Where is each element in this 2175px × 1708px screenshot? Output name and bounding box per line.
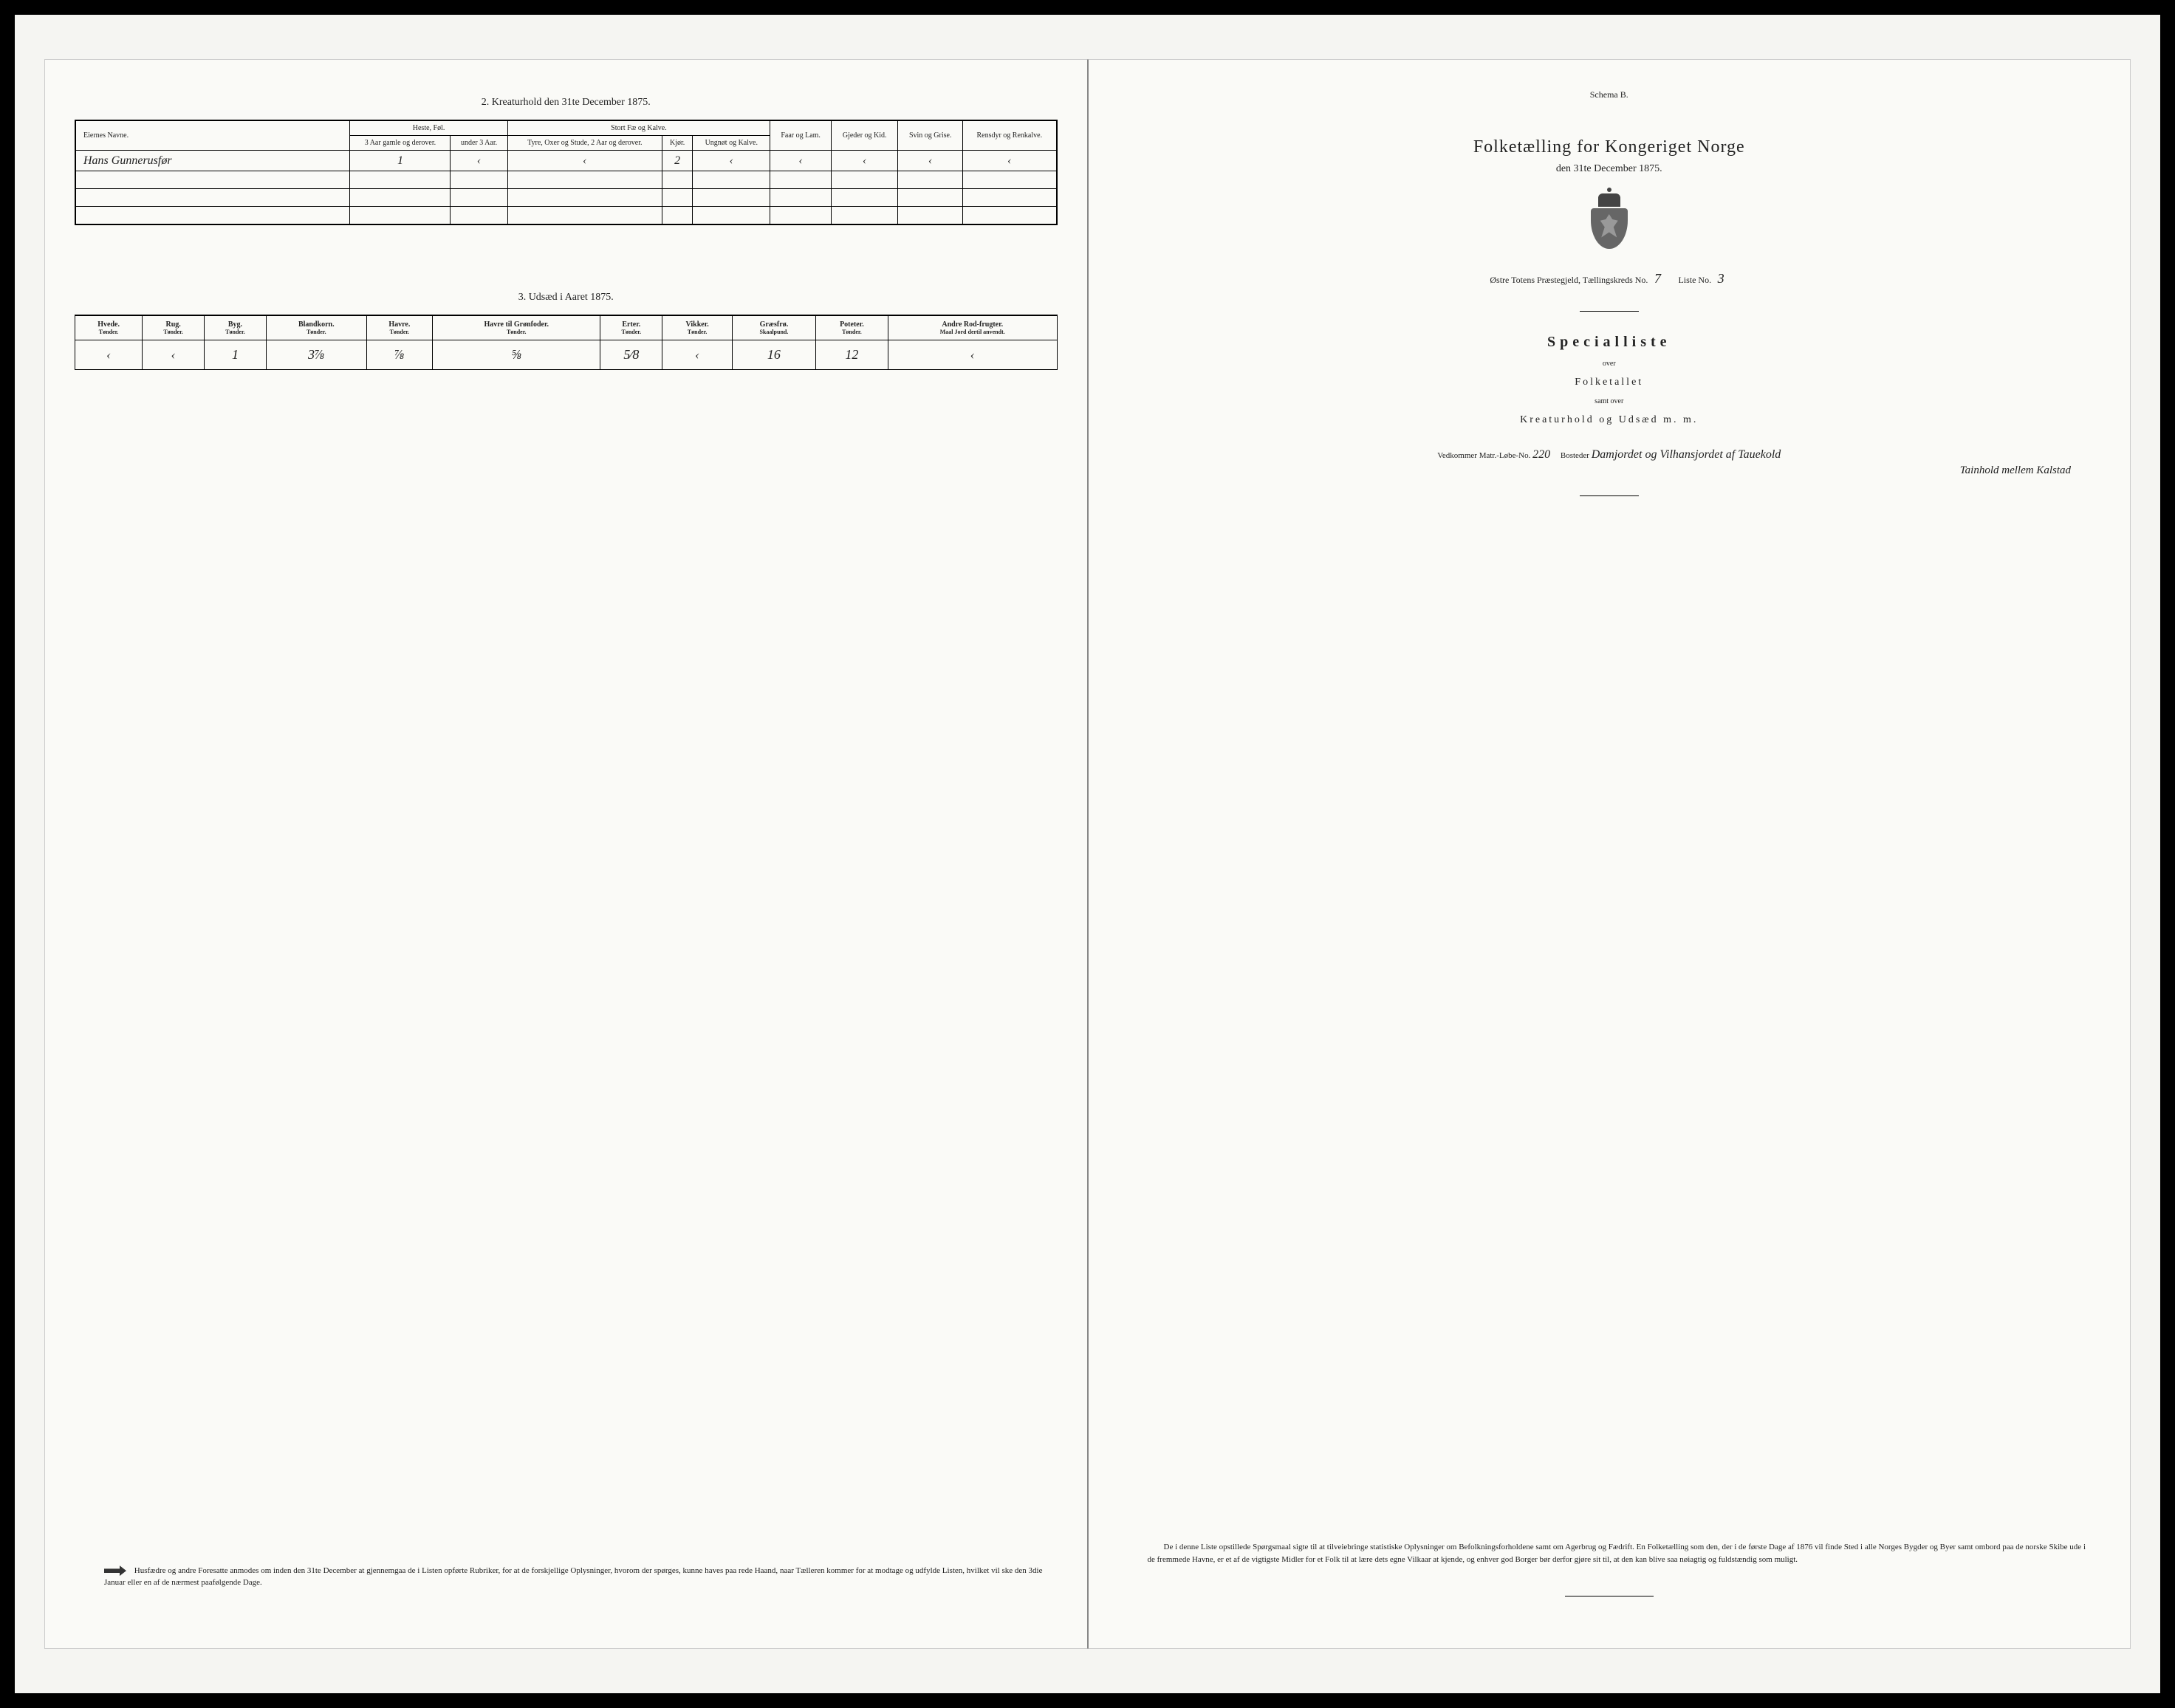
table-row: [75, 207, 1057, 224]
livestock-table: Eiernes Navne. Heste, Føl. Stort Fæ og K…: [75, 120, 1058, 225]
th-seed: Andre Rod-frugter.: [888, 315, 1057, 329]
cell-seed: ⅝: [433, 340, 600, 369]
pointing-hand-icon: [104, 1565, 126, 1576]
liste-no: 3: [1713, 271, 1728, 287]
cell-c3: ‹: [693, 151, 770, 171]
kreatur-label: Kreaturhold og Udsæd m. m.: [1118, 414, 2101, 426]
main-title: Folketælling for Kongeriget Norge: [1118, 137, 2101, 157]
kreds-no: 7: [1650, 271, 1665, 287]
cell-pig: ‹: [898, 151, 963, 171]
th-seed: Hvede.: [75, 315, 143, 329]
th-c1: Tyre, Oxer og Stude, 2 Aar og derover.: [507, 136, 662, 151]
section2-title: 2. Kreaturhold den 31te December 1875.: [75, 97, 1058, 109]
cell-seed: ‹: [143, 340, 205, 369]
th-seed: Græsfrø.: [732, 315, 815, 329]
th-cattle: Stort Fæ og Kalve.: [507, 120, 770, 136]
th-unit: Tønder.: [143, 329, 205, 340]
vedkommer-line: Vedkommer Matr.-Løbe-No. 220 Bosteder Da…: [1118, 448, 2101, 462]
th-seed: Vikker.: [662, 315, 733, 329]
left-footnote: Husfædre og andre Foresatte anmodes om i…: [104, 1565, 1043, 1589]
seed-unit-row: Tønder. Tønder. Tønder. Tønder. Tønder. …: [75, 329, 1058, 340]
section3-title: 3. Udsæd i Aaret 1875.: [75, 292, 1058, 303]
liste-label: Liste No.: [1678, 275, 1711, 285]
cell-goat: ‹: [832, 151, 898, 171]
th-h2: under 3 Aar.: [451, 136, 507, 151]
cell-seed: ⅞: [366, 340, 432, 369]
scan-frame: 2. Kreaturhold den 31te December 1875. E…: [15, 15, 2160, 1693]
th-owner: Eiernes Navne.: [75, 120, 350, 151]
th-pig: Svin og Grise.: [898, 120, 963, 151]
cell-h2: ‹: [451, 151, 507, 171]
cell-seed: 12: [815, 340, 888, 369]
cell-seed: 16: [732, 340, 815, 369]
th-seed: Poteter.: [815, 315, 888, 329]
th-h1: 3 Aar gamle og derover.: [350, 136, 451, 151]
cell-seed: 5⁄8: [600, 340, 662, 369]
th-rein: Rensdyr og Renkalve.: [963, 120, 1057, 151]
subtitle-date: den 31te December 1875.: [1118, 163, 2101, 175]
divider: [1580, 495, 1639, 496]
special-title: Specialliste: [1118, 334, 2101, 351]
th-unit: Tønder.: [600, 329, 662, 340]
th-goat: Gjeder og Kid.: [832, 120, 898, 151]
th-unit: Tønder.: [75, 329, 143, 340]
th-unit: Tønder.: [266, 329, 366, 340]
bosted-hw-line2: Tainhold mellem Kalstad: [1118, 464, 2101, 477]
over-label: over: [1118, 360, 2101, 368]
th-unit: Maal Jord dertil anvendt.: [888, 329, 1057, 340]
parish-line: Østre Totens Præstegjeld, Tællingskreds …: [1118, 271, 2101, 292]
bosted-hw: Damjordet og Vilhansjordet af Tauekold: [1592, 448, 1781, 461]
coat-of-arms-icon: [1587, 193, 1631, 253]
th-c2: Kjør.: [662, 136, 692, 151]
folketallet-label: Folketallet: [1118, 377, 2101, 388]
cell-h1: 1: [350, 151, 451, 171]
th-unit: Skaalpund.: [732, 329, 815, 340]
table-row: [75, 189, 1057, 207]
th-c3: Ungnøt og Kalve.: [693, 136, 770, 151]
th-unit: Tønder.: [433, 329, 600, 340]
th-seed: Blandkorn.: [266, 315, 366, 329]
th-seed: Byg.: [205, 315, 267, 329]
th-seed: Erter.: [600, 315, 662, 329]
seed-table: Hvede. Rug. Byg. Blandkorn. Havre. Havre…: [75, 315, 1058, 370]
cell-seed: ‹: [888, 340, 1057, 369]
schema-label: Schema B.: [1118, 89, 2101, 100]
th-unit: Tønder.: [205, 329, 267, 340]
th-horses: Heste, Føl.: [350, 120, 507, 136]
th-seed: Havre.: [366, 315, 432, 329]
table-row: Hans Gunnerusfør 1 ‹ ‹ 2 ‹ ‹ ‹ ‹ ‹: [75, 151, 1057, 171]
right-footnote: De i denne Liste opstillede Spørgsmaal s…: [1148, 1541, 2086, 1567]
cell-seed: ‹: [662, 340, 733, 369]
matr-no: 220: [1532, 448, 1550, 461]
cell-sheep: ‹: [770, 151, 832, 171]
divider: [1580, 311, 1639, 312]
th-unit: Tønder.: [815, 329, 888, 340]
cell-owner: Hans Gunnerusfør: [75, 151, 350, 171]
bosted-label: Bosteder: [1561, 451, 1589, 460]
seed-header-row: Hvede. Rug. Byg. Blandkorn. Havre. Havre…: [75, 315, 1058, 329]
cell-seed: 1: [205, 340, 267, 369]
th-seed: Rug.: [143, 315, 205, 329]
table-row: [75, 171, 1057, 189]
table-row: ‹ ‹ 1 3⅞ ⅞ ⅝ 5⁄8 ‹ 16 12 ‹: [75, 340, 1058, 369]
cell-c2: 2: [662, 151, 692, 171]
th-unit: Tønder.: [366, 329, 432, 340]
footnote-text: Husfædre og andre Foresatte anmodes om i…: [104, 1566, 1043, 1588]
left-page: 2. Kreaturhold den 31te December 1875. E…: [44, 59, 1088, 1649]
th-seed: Havre til Grønfoder.: [433, 315, 600, 329]
cell-seed: ‹: [75, 340, 143, 369]
cell-seed: 3⅞: [266, 340, 366, 369]
samt-over-label: samt over: [1118, 397, 2101, 405]
th-sheep: Faar og Lam.: [770, 120, 832, 151]
cell-c1: ‹: [507, 151, 662, 171]
cell-rein: ‹: [963, 151, 1057, 171]
right-page: Schema B. Folketælling for Kongeriget No…: [1088, 59, 2131, 1649]
vedkommer-label: Vedkommer Matr.-Løbe-No.: [1437, 451, 1530, 460]
parish-label: Østre Totens Præstegjeld, Tællingskreds …: [1490, 275, 1648, 285]
th-unit: Tønder.: [662, 329, 733, 340]
